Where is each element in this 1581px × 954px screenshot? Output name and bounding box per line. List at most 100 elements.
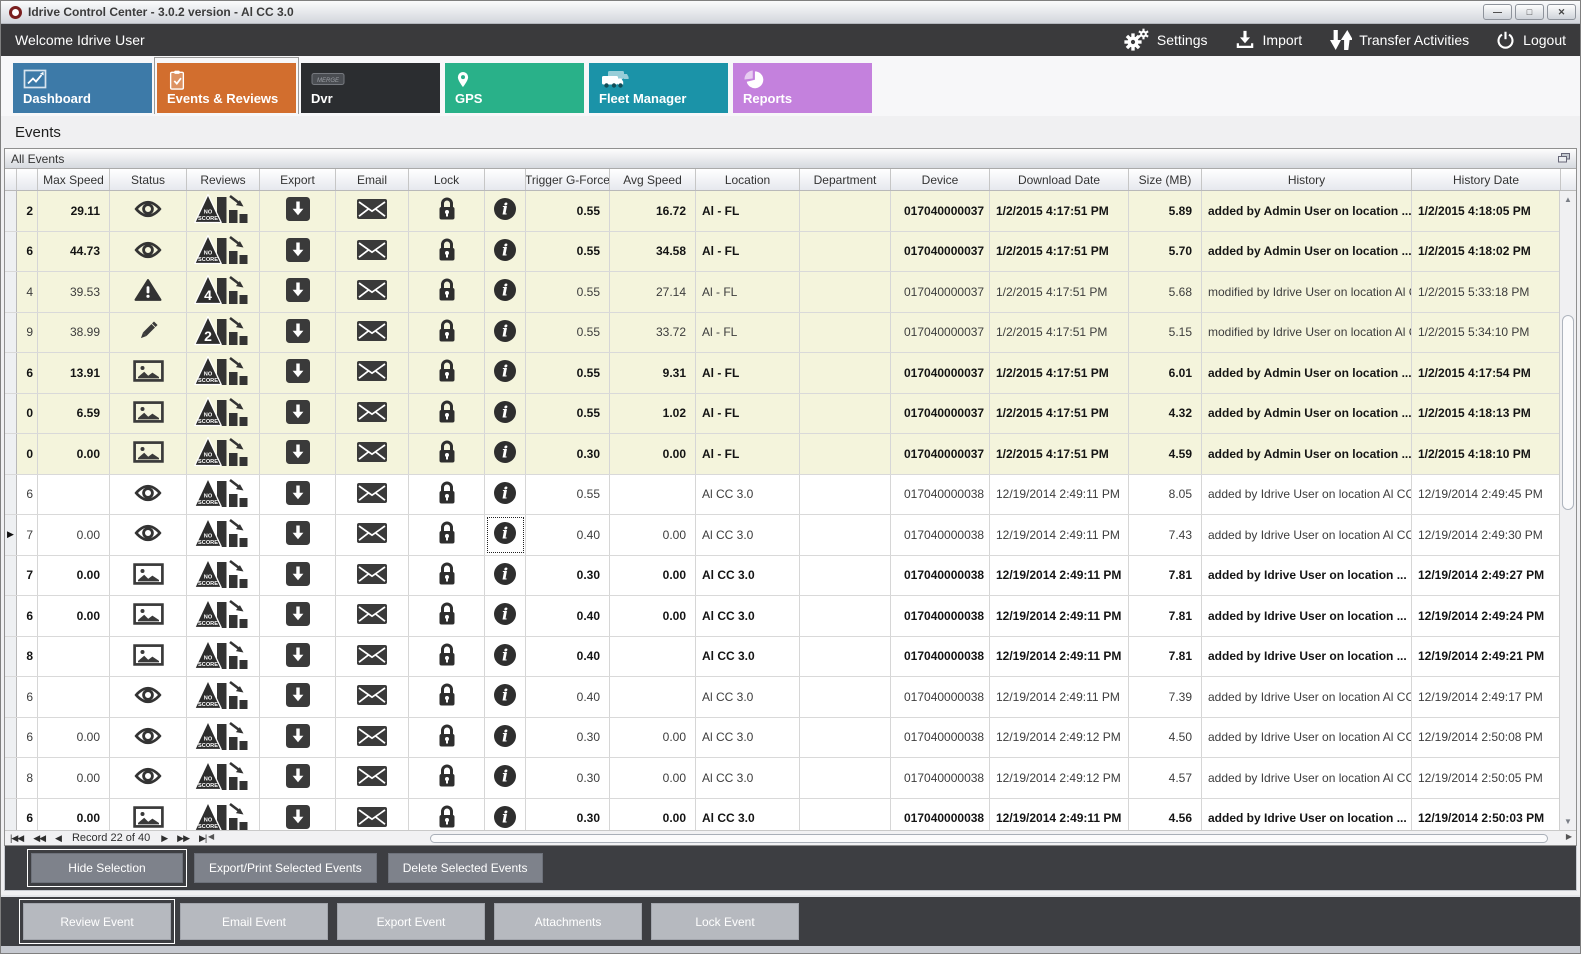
export-event-cell-button[interactable] bbox=[260, 434, 336, 474]
review-event-button[interactable]: Review Event bbox=[19, 899, 175, 944]
column-header-email[interactable]: Email bbox=[336, 169, 409, 190]
column-header-dept[interactable]: Department bbox=[800, 169, 891, 190]
scroll-down-icon[interactable]: ▼ bbox=[1564, 817, 1572, 826]
export-event-cell-button[interactable] bbox=[260, 636, 336, 676]
column-header-max[interactable]: Max Speed bbox=[38, 169, 110, 190]
event-info-button[interactable]: i bbox=[485, 758, 526, 798]
column-header-gforce[interactable]: Trigger G-Force bbox=[526, 169, 610, 190]
event-info-button[interactable]: i bbox=[485, 515, 526, 555]
table-row[interactable]: 6 44.73 NO SCORE i 0.55 34.58 Al - FL 0170400000… bbox=[5, 231, 1576, 272]
cell-reviews[interactable]: NO SCORE bbox=[187, 798, 260, 830]
logout-button[interactable]: Logout bbox=[1495, 28, 1566, 52]
first-record-button[interactable]: |◀◀ bbox=[10, 832, 24, 843]
hscroll-left-icon[interactable]: ◀ bbox=[208, 832, 215, 841]
column-header-lock[interactable]: Lock bbox=[409, 169, 485, 190]
email-event-cell-button[interactable] bbox=[336, 758, 409, 798]
event-info-button[interactable]: i bbox=[485, 636, 526, 676]
email-event-cell-button[interactable] bbox=[336, 555, 409, 595]
next-record-button[interactable]: ▶ bbox=[161, 832, 168, 843]
table-row[interactable]: 2 29.11 NO SCORE i 0.55 16.72 Al - FL 0170400000… bbox=[5, 191, 1576, 232]
lock-event-cell-button[interactable] bbox=[409, 434, 485, 474]
settings-button[interactable]: Settings bbox=[1124, 28, 1208, 52]
tab-fleet-manager[interactable]: Fleet Manager bbox=[589, 63, 728, 113]
table-row[interactable]: 6 0.00 NO SCORE i 0.30 0.00 Al CC 3.0 0170400000… bbox=[5, 798, 1576, 830]
cell-reviews[interactable]: NO SCORE bbox=[187, 555, 260, 595]
export-event-cell-button[interactable] bbox=[260, 798, 336, 830]
column-header-size[interactable]: Size (MB) bbox=[1129, 169, 1202, 190]
lock-event-cell-button[interactable] bbox=[409, 191, 485, 231]
cell-reviews[interactable]: NO SCORE bbox=[187, 758, 260, 798]
import-button[interactable]: Import bbox=[1234, 28, 1302, 52]
email-event-cell-button[interactable] bbox=[336, 231, 409, 271]
lock-event-cell-button[interactable] bbox=[409, 353, 485, 393]
column-header-export[interactable]: Export bbox=[260, 169, 336, 190]
hide-selection-button[interactable]: Hide Selection bbox=[27, 849, 187, 887]
email-event-cell-button[interactable] bbox=[336, 474, 409, 514]
cell-reviews[interactable]: NO SCORE bbox=[187, 191, 260, 231]
column-header-review[interactable]: Reviews bbox=[187, 169, 260, 190]
export-event-cell-button[interactable] bbox=[260, 515, 336, 555]
event-info-button[interactable]: i bbox=[485, 474, 526, 514]
table-row[interactable]: 6 NO SCORE i 0.40 Al CC 3.0 017040000038 12/19/… bbox=[5, 677, 1576, 718]
event-info-button[interactable]: i bbox=[485, 717, 526, 757]
table-row[interactable]: 9 38.99 2 i 0.55 33.72 Al - FL 017040000037 1/2/… bbox=[5, 312, 1576, 353]
cell-reviews[interactable]: NO SCORE bbox=[187, 474, 260, 514]
prev-page-button[interactable]: ◀◀ bbox=[33, 832, 46, 843]
table-row[interactable]: 0 6.59 NO SCORE i 0.55 1.02 Al - FL 017040000037… bbox=[5, 393, 1576, 434]
export-event-cell-button[interactable] bbox=[260, 555, 336, 595]
table-row[interactable]: 8 NO SCORE i 0.40 Al CC 3.0 017040000038 12/19/… bbox=[5, 636, 1576, 677]
export-event-cell-button[interactable] bbox=[260, 312, 336, 352]
table-row[interactable]: 6 13.91 NO SCORE i 0.55 9.31 Al - FL 01704000003… bbox=[5, 353, 1576, 394]
lock-event-cell-button[interactable] bbox=[409, 555, 485, 595]
event-info-button[interactable]: i bbox=[485, 353, 526, 393]
lock-event-cell-button[interactable] bbox=[409, 312, 485, 352]
tab-dvr[interactable]: MERGE Dvr bbox=[301, 63, 440, 113]
lock-event-cell-button[interactable] bbox=[409, 596, 485, 636]
table-row[interactable]: 6 0.00 NO SCORE i 0.40 0.00 Al CC 3.0 0170400000… bbox=[5, 596, 1576, 637]
export-event-cell-button[interactable] bbox=[260, 758, 336, 798]
email-event-cell-button[interactable] bbox=[336, 312, 409, 352]
cell-reviews[interactable]: 4 bbox=[187, 272, 260, 312]
export-event-cell-button[interactable] bbox=[260, 596, 336, 636]
email-event-cell-button[interactable] bbox=[336, 596, 409, 636]
email-event-cell-button[interactable] bbox=[336, 677, 409, 717]
email-event-cell-button[interactable] bbox=[336, 717, 409, 757]
export-print-selected-button[interactable]: Export/Print Selected Events bbox=[194, 853, 377, 883]
cell-reviews[interactable]: NO SCORE bbox=[187, 717, 260, 757]
export-event-cell-button[interactable] bbox=[260, 231, 336, 271]
event-info-button[interactable]: i bbox=[485, 312, 526, 352]
column-header-avg[interactable]: Avg Speed bbox=[610, 169, 696, 190]
export-event-cell-button[interactable] bbox=[260, 677, 336, 717]
email-event-cell-button[interactable] bbox=[336, 393, 409, 433]
prev-record-button[interactable]: ◀ bbox=[55, 832, 62, 843]
event-info-button[interactable]: i bbox=[485, 798, 526, 830]
export-event-cell-button[interactable] bbox=[260, 717, 336, 757]
close-icon[interactable]: ✕ bbox=[1547, 4, 1576, 20]
tab-events-reviews[interactable]: Events & Reviews bbox=[154, 57, 299, 114]
tab-reports[interactable]: Reports bbox=[733, 63, 872, 113]
column-header-info[interactable] bbox=[485, 169, 526, 190]
email-event-cell-button[interactable] bbox=[336, 353, 409, 393]
lock-event-cell-button[interactable] bbox=[409, 758, 485, 798]
email-event-cell-button[interactable] bbox=[336, 636, 409, 676]
last-record-button[interactable]: ▶| bbox=[199, 832, 207, 843]
vertical-scrollbar-thumb[interactable] bbox=[1562, 315, 1574, 510]
email-event-cell-button[interactable] bbox=[336, 191, 409, 231]
column-header-hist[interactable]: History bbox=[1202, 169, 1412, 190]
export-event-cell-button[interactable] bbox=[260, 272, 336, 312]
scroll-up-icon[interactable]: ▲ bbox=[1564, 195, 1572, 204]
lock-event-cell-button[interactable] bbox=[409, 393, 485, 433]
delete-selected-button[interactable]: Delete Selected Events bbox=[387, 853, 543, 883]
maximize-icon[interactable]: □ bbox=[1515, 4, 1544, 20]
cell-reviews[interactable]: NO SCORE bbox=[187, 596, 260, 636]
table-row[interactable]: 6 0.00 NO SCORE i 0.30 0.00 Al CC 3.0 0170400000… bbox=[5, 717, 1576, 758]
column-header-hdate[interactable]: History Date bbox=[1412, 169, 1561, 190]
cell-reviews[interactable]: NO SCORE bbox=[187, 393, 260, 433]
event-info-button[interactable]: i bbox=[485, 272, 526, 312]
event-info-button[interactable]: i bbox=[485, 555, 526, 595]
column-header-device[interactable]: Device bbox=[891, 169, 990, 190]
table-row[interactable]: ▶ 7 0.00 NO SCORE i 0.40 0.00 Al CC 3.0 017040000… bbox=[5, 515, 1576, 556]
tab-gps[interactable]: GPS bbox=[445, 63, 584, 113]
table-row[interactable]: 0 0.00 NO SCORE i 0.30 0.00 Al - FL 017040000037… bbox=[5, 434, 1576, 475]
next-page-button[interactable]: ▶▶ bbox=[177, 832, 190, 843]
